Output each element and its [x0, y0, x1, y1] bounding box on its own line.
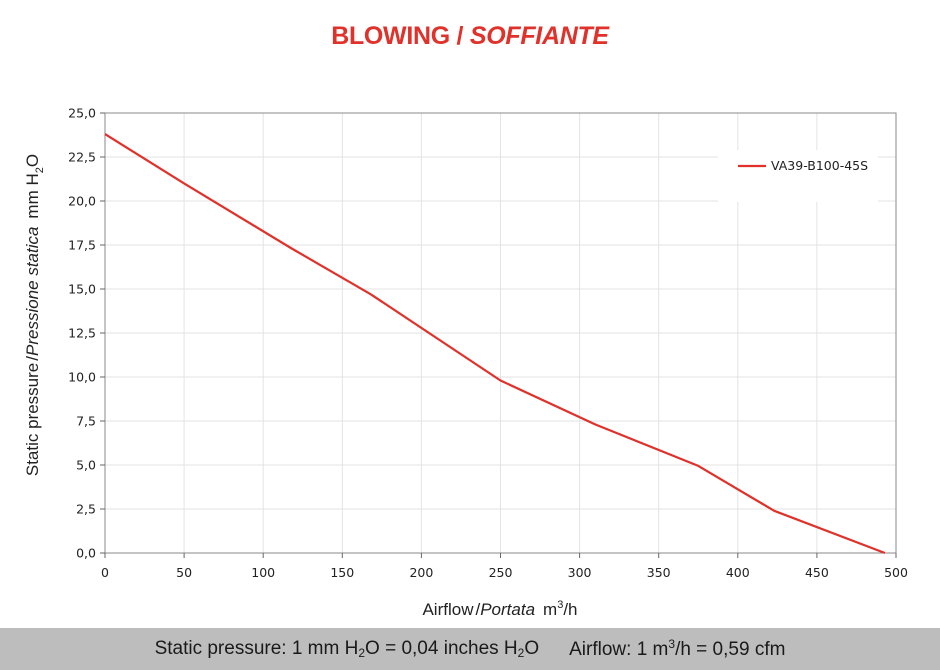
legend-box — [718, 150, 878, 202]
x-tick-label: 350 — [647, 565, 671, 580]
y-tick-label: 22,5 — [68, 150, 96, 165]
airflow-conversion: Airflow: 1 m3/h = 0,59 cfm — [569, 637, 785, 661]
airflow-label: Airflow: 1 m — [569, 639, 669, 660]
y-axis-title-en: Static pressure — [23, 363, 42, 476]
y-tick-label: 15,0 — [68, 282, 96, 297]
pressure-end: O — [524, 638, 540, 659]
title-separator: / — [449, 22, 470, 50]
title-main: BLOWING — [331, 22, 450, 50]
y-tick-label: 0,0 — [76, 546, 96, 561]
y-tick-label: 17,5 — [68, 238, 96, 253]
x-axis-ticks: 0 50 100 150 200 250 300 350 400 450 500 — [101, 553, 908, 580]
y-axis-unit-post: O — [23, 154, 42, 167]
series-line — [104, 133, 886, 555]
x-tick-label: 50 — [176, 565, 192, 580]
x-tick-label: 400 — [726, 565, 750, 580]
legend-label: VA39-B100-45S — [771, 158, 868, 173]
chart-title: BLOWING / SOFFIANTE — [0, 22, 940, 51]
x-tick-label: 150 — [330, 565, 354, 580]
x-axis-unit-post: /h — [563, 600, 577, 619]
pressure-mid: O = 0,04 inches H — [365, 638, 518, 659]
x-tick-label: 0 — [101, 565, 109, 580]
x-axis-title: Airflow/Portata m3/h — [422, 599, 577, 619]
y-axis-unit-sub: 2 — [34, 167, 46, 173]
chart-area: 0 50 100 150 200 250 300 350 400 450 500 0,0 2,5 5,0… — [23, 106, 908, 620]
pressure-sub-1: 2 — [358, 646, 366, 660]
pressure-label: Static pressure: 1 mm H — [154, 638, 359, 659]
y-tick-label: 12,5 — [68, 326, 96, 341]
x-tick-label: 200 — [409, 565, 433, 580]
pressure-conversion: Static pressure: 1 mm H2O = 0,04 inches … — [155, 638, 540, 660]
y-tick-label: 7,5 — [76, 414, 96, 429]
title-sub: SOFFIANTE — [469, 22, 609, 50]
y-axis-ticks: 0,0 2,5 5,0 7,5 10,0 12,5 15,0 17,5 20,0 22,5 25,0 — [68, 106, 105, 561]
y-tick-label: 20,0 — [68, 194, 96, 209]
x-tick-label: 100 — [251, 565, 275, 580]
airflow-sup: 3 — [668, 637, 676, 651]
y-axis-title-it: Pressione statica — [23, 227, 42, 356]
y-tick-label: 2,5 — [76, 502, 96, 517]
unit-conversion-bar: Static pressure: 1 mm H2O = 0,04 inches … — [0, 628, 940, 670]
x-axis-unit: m — [543, 600, 557, 619]
x-tick-label: 500 — [884, 565, 908, 580]
x-axis-unit-sup: 3 — [557, 599, 563, 611]
y-axis-unit: mm H — [23, 173, 42, 218]
x-axis-title-en: Airflow — [422, 600, 474, 619]
pressure-sub-2: 2 — [517, 646, 525, 660]
x-axis-title-it: Portata — [480, 600, 535, 619]
y-tick-label: 10,0 — [68, 370, 96, 385]
x-tick-label: 450 — [805, 565, 829, 580]
x-tick-label: 250 — [489, 565, 513, 580]
y-tick-label: 5,0 — [76, 458, 96, 473]
series-layer — [104, 133, 886, 555]
airflow-end: /h = 0,59 cfm — [675, 639, 786, 660]
legend: VA39-B100-45S — [718, 150, 878, 202]
y-axis-title: Static pressure/Pressione staticamm H2O — [23, 154, 46, 476]
x-tick-label: 300 — [568, 565, 592, 580]
y-tick-label: 25,0 — [68, 106, 96, 121]
